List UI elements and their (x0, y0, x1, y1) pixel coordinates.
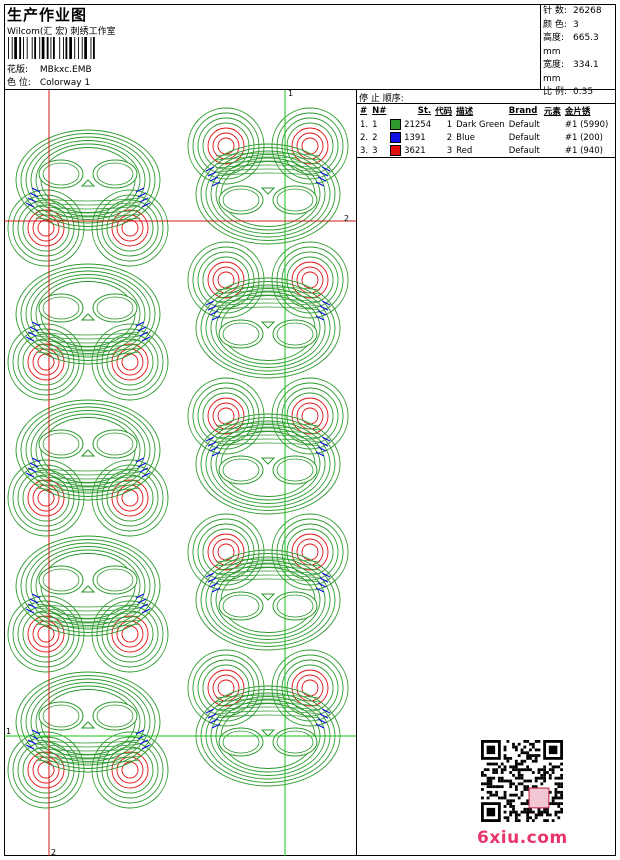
embroidery-design-canvas: 1 1 2 2 (4, 90, 356, 856)
stats-panel: 针 数: 26268 颜 色: 3 高度: 665.3 mm 宽度: 334.1 mm … (540, 4, 616, 97)
row-elem (542, 144, 563, 157)
row-stitches: 21254 (388, 118, 433, 131)
row-elem (542, 118, 563, 131)
col-header: St. (417, 106, 432, 116)
guide-marker-2-bottom: 2 (51, 848, 56, 856)
row-sequin: #1 (200) (564, 132, 603, 143)
row-desc: Blue (456, 132, 475, 143)
page-frame (4, 4, 616, 856)
stitch-count: 1391 (404, 133, 426, 143)
stitch-count: 3621 (404, 146, 426, 156)
table-header-row: # N# St. 代码 描述 Brand 元素 金片锈 (358, 104, 610, 118)
row-brand: Default (508, 132, 540, 143)
embroidery-motif (187, 513, 349, 651)
row-num: 3. (360, 145, 369, 156)
divider (357, 157, 616, 158)
stat-label: 高度: (543, 33, 565, 43)
row-brand: Default (508, 145, 540, 156)
row-desc: Dark Green (456, 119, 505, 130)
col-header: N# (372, 106, 387, 116)
embroidery-motif (187, 649, 349, 787)
stat-value: 26268 (573, 6, 602, 16)
colorway-value: Colorway 1 (39, 78, 91, 88)
stat-label: 针 数: (543, 6, 567, 16)
col-header: Brand (508, 106, 538, 116)
embroidery-motif (187, 107, 349, 245)
table-row: 3. 3 3621 3 Red Default #1 (940) (358, 144, 610, 157)
col-header: 金片锈 (564, 107, 591, 117)
col-header: # (360, 106, 368, 116)
stat-value: 3 (573, 19, 579, 30)
row-n: 1 (372, 119, 378, 130)
embroidery-motif (7, 129, 169, 267)
embroidery-motif (187, 377, 349, 515)
embroidery-motif (7, 263, 169, 401)
row-code: 3 (446, 145, 453, 156)
design-file-label: 花版: (7, 65, 29, 75)
col-header: 代码 (435, 107, 453, 117)
colorway-row: 色 位: Colorway 1 (7, 75, 90, 88)
color-sequence-table: # N# St. 代码 描述 Brand 元素 金片锈 1. 1 21254 1… (358, 104, 610, 157)
row-n: 3 (372, 145, 378, 156)
row-code: 2 (446, 132, 453, 143)
row-sequin: #1 (5990) (564, 119, 609, 130)
stitch-count: 21254 (404, 120, 432, 130)
stat-width: 宽度: 334.1 mm (543, 59, 616, 86)
embroidery-motif (7, 671, 169, 809)
header-info: 生产作业图 Wilcom(汇 宏) 刺绣工作室 花版: MBkxc.EMB 色 … (4, 4, 540, 89)
row-num: 1. (360, 119, 369, 130)
row-code: 1 (446, 119, 453, 130)
row-num: 2. (360, 132, 369, 143)
qr-code-image (481, 740, 563, 822)
stat-value: 665.3 mm (543, 33, 599, 57)
row-desc: Red (456, 145, 473, 156)
table-row: 1. 1 21254 1 Dark Green Default #1 (5990… (358, 118, 610, 131)
watermark-text: 6xiu.com (477, 828, 568, 848)
stat-stitches: 针 数: 26268 (543, 5, 616, 19)
row-stitches: 1391 (388, 131, 433, 144)
color-swatch (390, 119, 402, 130)
row-brand: Default (508, 119, 540, 130)
design-file-row: 花版: MBkxc.EMB (7, 62, 92, 75)
guide-marker-1-top: 1 (288, 90, 293, 98)
guide-marker-2-right: 2 (344, 214, 349, 223)
colorway-label: 色 位: (7, 78, 31, 88)
header: 生产作业图 Wilcom(汇 宏) 刺绣工作室 花版: MBkxc.EMB 色 … (4, 4, 616, 97)
stat-value: 334.1 mm (543, 60, 599, 84)
table-row: 2. 2 1391 2 Blue Default #1 (200) (358, 131, 610, 144)
color-swatch (390, 132, 402, 143)
embroidery-motif (7, 399, 169, 537)
embroidery-motif (187, 241, 349, 379)
company-name: Wilcom(汇 宏) 刺绣工作室 (7, 27, 116, 37)
stat-colors: 颜 色: 3 (543, 19, 616, 33)
design-file-value: MBkxc.EMB (39, 65, 92, 75)
design-preview: 1 1 2 2 (4, 90, 357, 856)
stop-sequence-heading: 停 止 顺序: (357, 90, 616, 104)
stat-height: 高度: 665.3 mm (543, 32, 616, 59)
stat-scale: 比 例: 0.35 (543, 86, 616, 100)
row-stitches: 3621 (388, 144, 433, 157)
embroidery-motif (7, 535, 169, 673)
row-elem (542, 131, 563, 144)
stop-sequence-panel: 停 止 顺序: # N# St. 代码 描述 Brand 元素 金片锈 1. 1… (357, 90, 616, 856)
stat-label: 比 例: (543, 87, 567, 97)
col-header: 元素 (543, 107, 561, 117)
row-n: 2 (372, 132, 378, 143)
col-header: 描述 (456, 107, 474, 117)
guide-marker-1-left: 1 (6, 727, 11, 736)
row-sequin: #1 (940) (564, 145, 603, 156)
color-swatch (390, 145, 402, 156)
barcode-image (8, 37, 95, 59)
stat-label: 宽度: (543, 60, 565, 70)
page-title: 生产作业图 (7, 6, 88, 24)
stat-value: 0.35 (573, 87, 594, 97)
stat-label: 颜 色: (543, 19, 567, 30)
